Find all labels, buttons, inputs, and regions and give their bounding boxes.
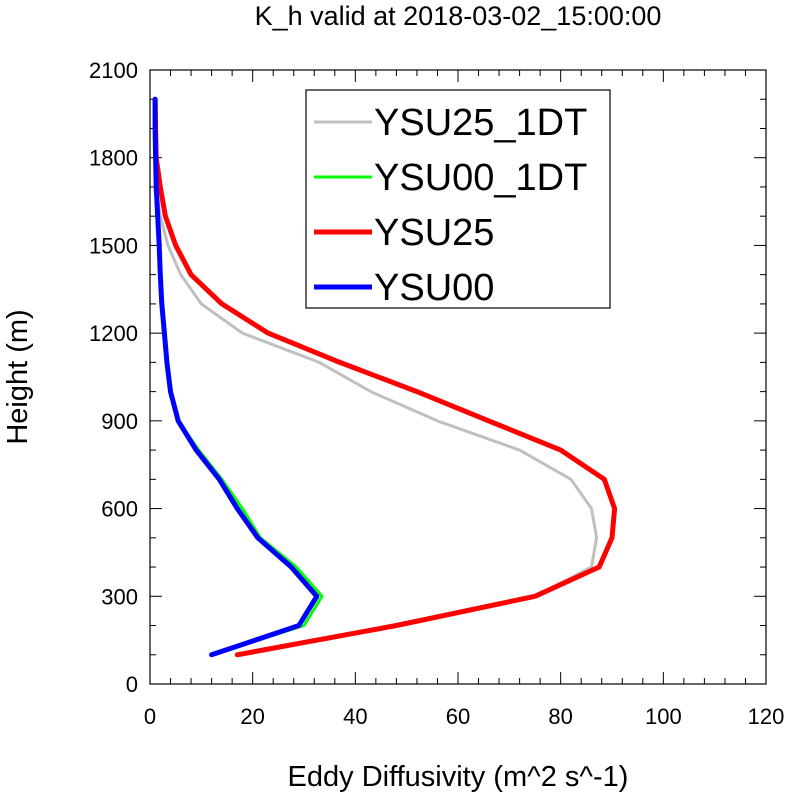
chart-title: K_h valid at 2018-03-02_15:00:00 (255, 1, 662, 31)
x-tick-label: 100 (645, 704, 682, 729)
x-tick-label: 80 (548, 704, 572, 729)
series-line-ysu25 (152, 96, 618, 658)
x-tick-label: 20 (240, 704, 264, 729)
legend-label: YSU25 (374, 212, 494, 254)
y-axis-label: Height (m) (2, 309, 34, 444)
y-tick-label: 0 (126, 672, 138, 697)
x-axis-label: Eddy Diffusivity (m^2 s^-1) (288, 761, 629, 793)
y-tick-label: 1800 (89, 146, 138, 171)
series-line-ysu00 (152, 96, 320, 658)
y-tick-label: 900 (101, 409, 138, 434)
plot-area: 0 20 40 60 80 100 1200300600900120015001800210… (89, 58, 784, 729)
legend-label: YSU00_1DT (374, 157, 587, 199)
legend-label: YSU00 (374, 267, 494, 309)
y-tick-label: 2100 (89, 58, 138, 83)
y-tick-label: 1500 (89, 233, 138, 258)
y-tick-label: 300 (101, 584, 138, 609)
x-tick-label: 120 (748, 704, 785, 729)
x-tick-label: 60 (446, 704, 470, 729)
legend-label: YSU25_1DT (374, 102, 587, 144)
y-tick-label: 1200 (89, 321, 138, 346)
legend-box (305, 89, 611, 309)
x-tick-label: 40 (343, 704, 367, 729)
x-tick-label: 0 (144, 704, 156, 729)
y-tick-label: 600 (101, 497, 138, 522)
